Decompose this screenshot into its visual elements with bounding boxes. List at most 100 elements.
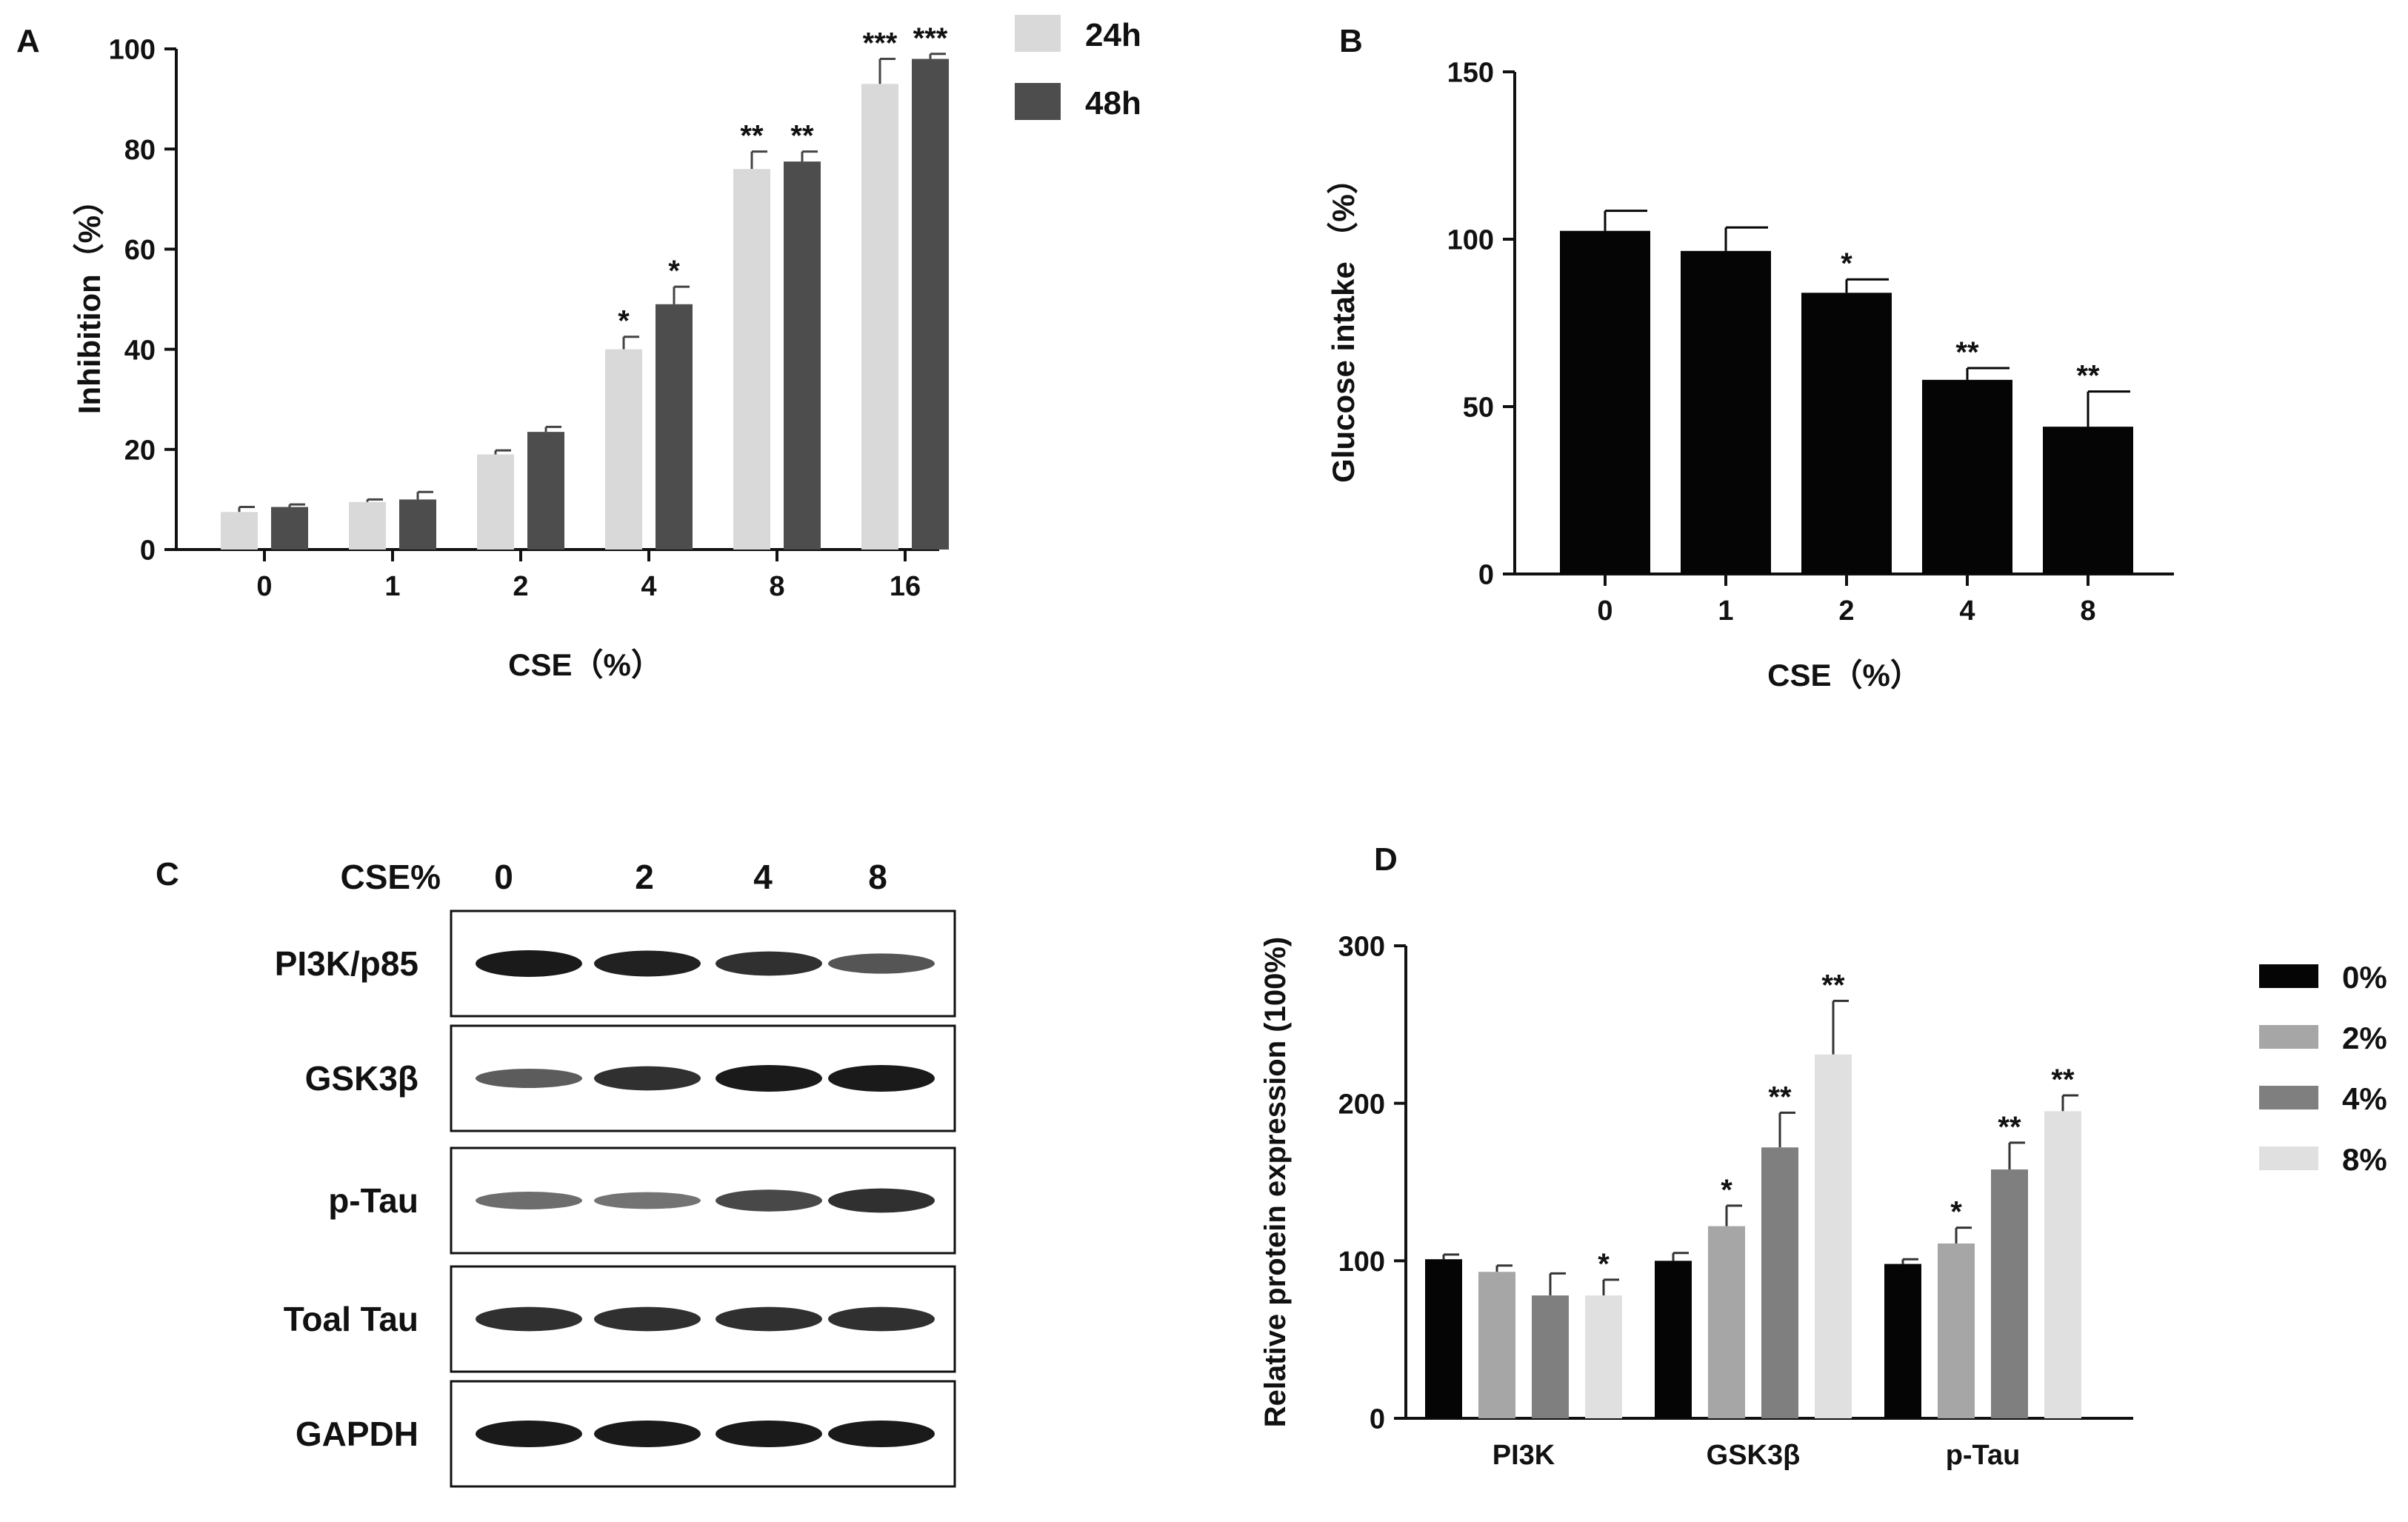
blot-band [594, 950, 701, 977]
blot-band [828, 1421, 935, 1447]
panel-a-y-axis-label: Inhibition（%） [72, 184, 107, 414]
blot-band [594, 1066, 701, 1091]
panel-a-significance-label: ** [740, 120, 764, 153]
panel-b-bar [1560, 230, 1650, 574]
panel-b-x-tick-label: 1 [1718, 595, 1733, 627]
blot-band [828, 1306, 935, 1332]
panel-a-significance-label: * [618, 305, 630, 338]
panel-d-bar [1991, 1169, 2028, 1418]
panel-a-letter: A [16, 23, 40, 59]
panel-a-bar [221, 512, 258, 550]
panel-a-x-tick-label: 0 [256, 571, 272, 602]
blot-row-label: PI3K/p85 [275, 944, 418, 983]
panel-a-significance-label: *** [863, 27, 898, 60]
panel-b-chart: 0 50 100 150 Glucose intake （%） CSE（%） 0 1 2 * 4 **… [1326, 58, 2174, 692]
panel-a-x-tick-label: 2 [513, 571, 528, 602]
panel-d-y-tick-label: 100 [1338, 1246, 1385, 1278]
panel-d-bar [1585, 1295, 1622, 1418]
panel-a-bar [656, 304, 693, 550]
blot-band [716, 1189, 822, 1212]
panel-a-bar [861, 84, 898, 550]
panel-b-bar [1681, 250, 1771, 574]
panel-b-x-tick-label: 0 [1597, 595, 1612, 627]
panel-b-bar [1922, 379, 2012, 574]
panel-a-legend-swatch [1015, 83, 1061, 120]
panel-a-x-axis-label: CSE（%） [508, 647, 662, 682]
panel-d-significance-label: ** [1998, 1111, 2021, 1144]
panel-b-y-tick-label: 0 [1478, 560, 1494, 591]
blot-lane-label: 4 [753, 858, 773, 896]
panel-d-legend-swatch [2259, 1086, 2318, 1109]
panel-a-legend-swatch [1015, 15, 1061, 52]
blot-band [476, 1421, 582, 1447]
blot-lane-label: 2 [635, 858, 654, 896]
panel-a-bar [349, 501, 386, 550]
panel-a-x-tick-label: 1 [384, 571, 400, 602]
panel-d-bar [1815, 1054, 1852, 1418]
panel-b-y-tick-label: 50 [1463, 393, 1494, 424]
panel-d-chart: 0 100 200 300 Relative protein expression (1… [1259, 932, 2387, 1471]
panel-d-bar [2044, 1111, 2081, 1418]
panel-d-bar [1478, 1272, 1515, 1418]
panel-b-bar [2043, 427, 2133, 574]
panel-a-bar [605, 349, 642, 550]
blot-row-label: GAPDH [296, 1415, 418, 1453]
panel-d-x-tick-label: PI3K [1493, 1440, 1555, 1471]
panel-d-bar [1425, 1259, 1462, 1418]
panel-a-y-tick-label: 0 [140, 535, 156, 567]
blot-band [476, 1192, 582, 1209]
panel-d-significance-label: ** [2051, 1064, 2075, 1096]
panel-a-bar [912, 59, 949, 550]
blot-band [716, 1065, 822, 1092]
panel-b-letter: B [1339, 23, 1363, 59]
panel-d-bar [1655, 1261, 1692, 1418]
blot-header-label: CSE% [341, 858, 441, 896]
panel-b-x-tick-label: 4 [1959, 595, 1975, 627]
panel-d-legend-label: 8% [2342, 1142, 2387, 1177]
panel-d-significance-label: ** [1768, 1081, 1792, 1113]
panel-b-x-axis-label: CSE（%） [1767, 658, 1921, 692]
blot-band [476, 950, 582, 977]
panel-d-significance-label: * [1598, 1248, 1610, 1281]
panel-d-significance-label: * [1950, 1196, 1962, 1229]
blot-band [594, 1192, 701, 1209]
panel-c-letter: C [156, 856, 179, 892]
panel-a-significance-label: * [668, 255, 680, 287]
panel-a-bar [784, 161, 821, 550]
panel-d-x-tick-label: p-Tau [1946, 1440, 2021, 1471]
panel-d-bar [1532, 1295, 1569, 1418]
panel-a-legend-label: 24h [1085, 17, 1141, 53]
panel-d-x-tick-label: GSK3β [1707, 1440, 1801, 1471]
panel-d-legend-swatch [2259, 1146, 2318, 1170]
blot-row-label: GSK3β [305, 1059, 418, 1098]
panel-d-y-tick-label: 300 [1338, 932, 1385, 963]
panel-d-letter: D [1374, 841, 1398, 878]
panel-a-y-tick-label: 20 [124, 435, 156, 466]
panel-a-y-tick-label: 100 [109, 35, 156, 66]
panel-d-bar [1938, 1243, 1975, 1418]
panel-d-bar [1761, 1147, 1798, 1418]
blot-lane-label: 0 [494, 858, 513, 896]
blot-band [716, 951, 822, 976]
panel-a-bar [271, 507, 308, 550]
blot-band [716, 1421, 822, 1447]
panel-b-y-tick-label: 150 [1447, 58, 1494, 89]
panel-d-legend-label: 0% [2342, 960, 2387, 995]
panel-b-bar [1801, 293, 1892, 574]
panel-b-x-tick-label: 2 [1838, 595, 1854, 627]
panel-a-legend-label: 48h [1085, 85, 1141, 121]
panel-a-x-tick-label: 16 [890, 571, 921, 602]
blot-band [828, 953, 935, 974]
panel-b-significance-label: * [1841, 247, 1852, 280]
panel-d-legend-swatch [2259, 964, 2318, 988]
panel-a-x-tick-label: 8 [769, 571, 784, 602]
panel-a-y-tick-label: 80 [124, 135, 156, 166]
panel-a-bar [399, 499, 436, 550]
panel-c-western-blot: CSE% 0 2 4 8 PI3K/p85 GSK3β p-Tau Toal Tau GAPDH [275, 858, 956, 1488]
panel-d-y-axis-label: Relative protein expression (100%) [1259, 937, 1292, 1427]
blot-band [828, 1065, 935, 1092]
panel-d-bar [1708, 1226, 1745, 1418]
panel-a-bar [527, 432, 564, 550]
blot-band [716, 1306, 822, 1332]
panel-b-significance-label: ** [2076, 360, 2100, 393]
